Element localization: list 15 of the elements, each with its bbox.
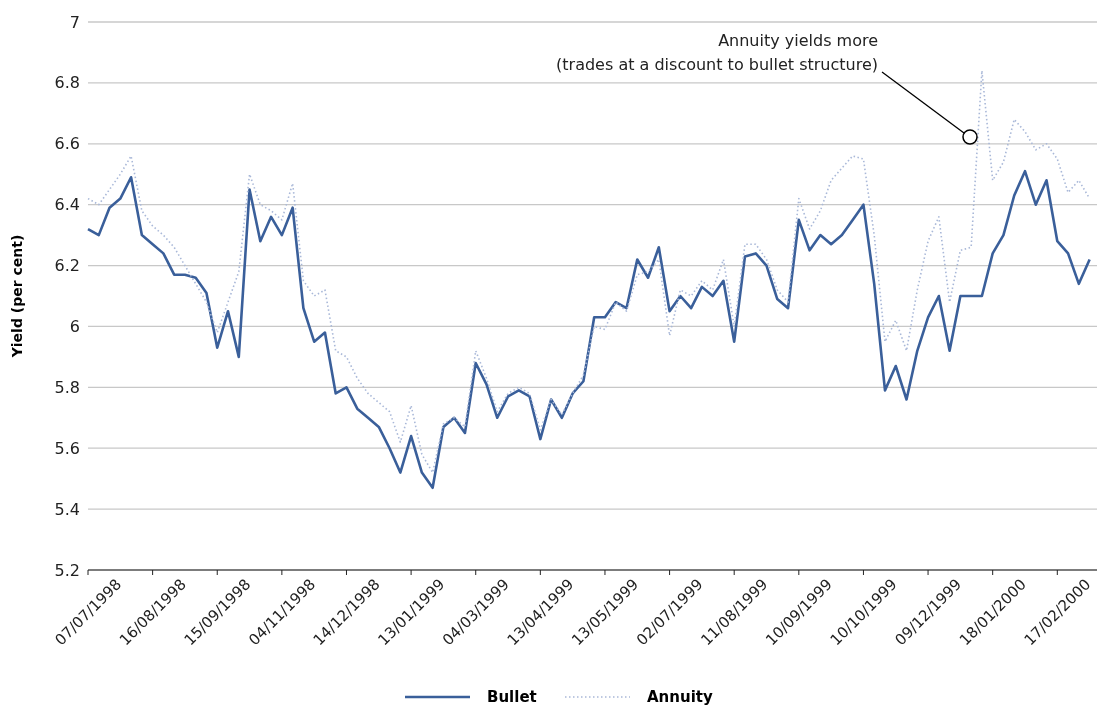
y-tick-label: 5.4 <box>54 499 80 519</box>
y-axis-title: Yield (per cent) <box>9 234 25 359</box>
y-tick-label: 6.4 <box>54 195 80 215</box>
y-tick-label: 6.6 <box>54 134 80 154</box>
line-series <box>86 169 1091 490</box>
legend-label: Bullet <box>487 688 537 707</box>
y-tick-label: 5.2 <box>54 560 80 580</box>
y-tick-label: 7 <box>69 12 80 32</box>
legend-label: Annuity <box>647 688 713 707</box>
y-tick-label: 6 <box>69 317 80 337</box>
y-tick-label: 5.6 <box>54 438 80 458</box>
y-tick-label: 6.8 <box>54 73 80 93</box>
annotation: Annuity yields more (trades at a discount to bullet structure) <box>556 31 878 74</box>
y-tick-label: 6.2 <box>54 256 80 276</box>
y-tick-label: 5.8 <box>54 377 80 397</box>
